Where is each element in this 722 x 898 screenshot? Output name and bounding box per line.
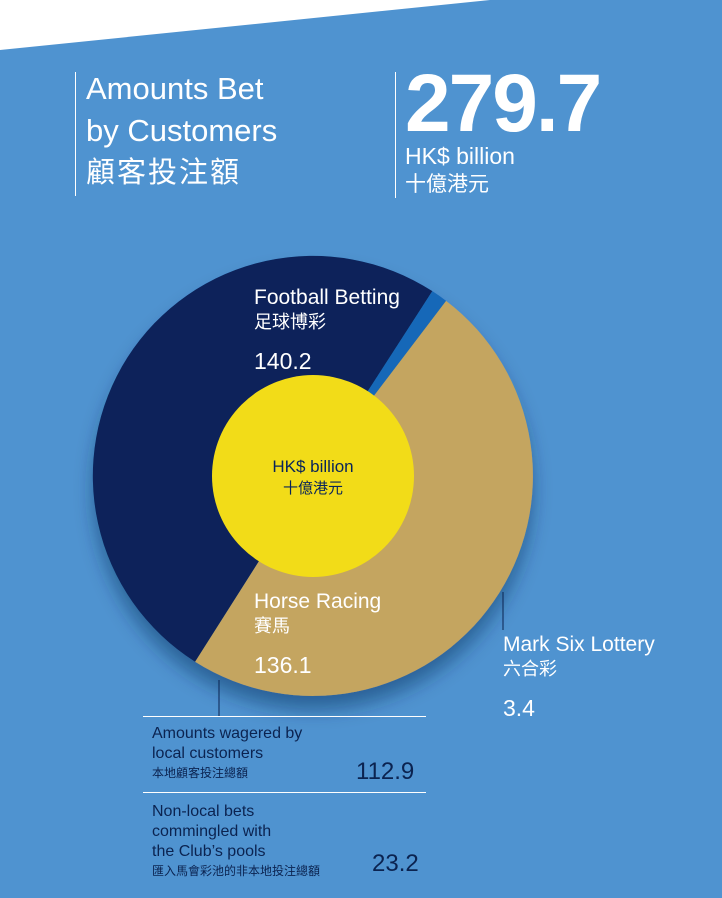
- horse-racing-name-chinese: 賽馬: [254, 616, 290, 637]
- breakdown-nonlocal-chinese: 匯入馬會彩池的非本地投注總額: [152, 864, 321, 878]
- breakdown-divider-middle: [143, 792, 426, 793]
- football-value: 140.2: [254, 348, 312, 374]
- label-football: Football Betting 足球博彩 140.2: [254, 285, 400, 375]
- center-disc: [212, 375, 414, 577]
- mark-six-name-chinese: 六合彩: [503, 659, 557, 680]
- title-block: Amounts Bet by Customers 顧客投注額: [86, 68, 277, 192]
- breakdown-local-line1: Amounts wagered by: [152, 725, 303, 742]
- football-name: Football Betting: [254, 286, 400, 309]
- breakdown-nonlocal-line1: Non-local bets: [152, 803, 255, 820]
- total-unit: HK$ billion: [405, 143, 515, 169]
- breakdown-nonlocal-value: 23.2: [372, 850, 419, 877]
- title-line2: by Customers: [86, 113, 278, 148]
- breakdown-divider-top: [143, 716, 426, 717]
- center-label: HK$ billion 十億港元: [228, 456, 398, 498]
- label-mark-six: Mark Six Lottery 六合彩 3.4: [503, 632, 655, 722]
- horse-racing-value: 136.1: [254, 652, 312, 678]
- center-unit: HK$ billion: [272, 457, 354, 476]
- title-chinese: 顧客投注額: [86, 155, 242, 189]
- total-value: 279.7: [405, 58, 602, 149]
- mark-six-value: 3.4: [503, 695, 535, 721]
- breakdown-local-label: Amounts wagered by local customers 本地顧客投…: [152, 724, 302, 782]
- corner-decoration: [0, 0, 490, 50]
- title-divider: [75, 72, 76, 196]
- title-line1: Amounts Bet: [86, 71, 264, 106]
- total-block: 279.7 HK$ billion 十億港元: [405, 58, 602, 198]
- center-unit-chinese: 十億港元: [282, 479, 343, 497]
- breakdown-nonlocal-label: Non-local bets commingled with the Club’…: [152, 802, 320, 880]
- breakdown-nonlocal-line3: the Club’s pools: [152, 843, 266, 860]
- total-unit-chinese: 十億港元: [405, 172, 489, 196]
- football-name-chinese: 足球博彩: [254, 312, 326, 333]
- horse-racing-name: Horse Racing: [254, 590, 382, 613]
- label-horse-racing: Horse Racing 賽馬 136.1: [254, 589, 381, 679]
- total-divider: [395, 72, 396, 198]
- breakdown-local-value: 112.9: [356, 758, 415, 785]
- breakdown-local-chinese: 本地顧客投注總額: [152, 766, 249, 780]
- breakdown-local-line2: local customers: [152, 745, 264, 762]
- mark-six-name: Mark Six Lottery: [503, 633, 655, 656]
- breakdown-nonlocal-line2: commingled with: [152, 823, 272, 840]
